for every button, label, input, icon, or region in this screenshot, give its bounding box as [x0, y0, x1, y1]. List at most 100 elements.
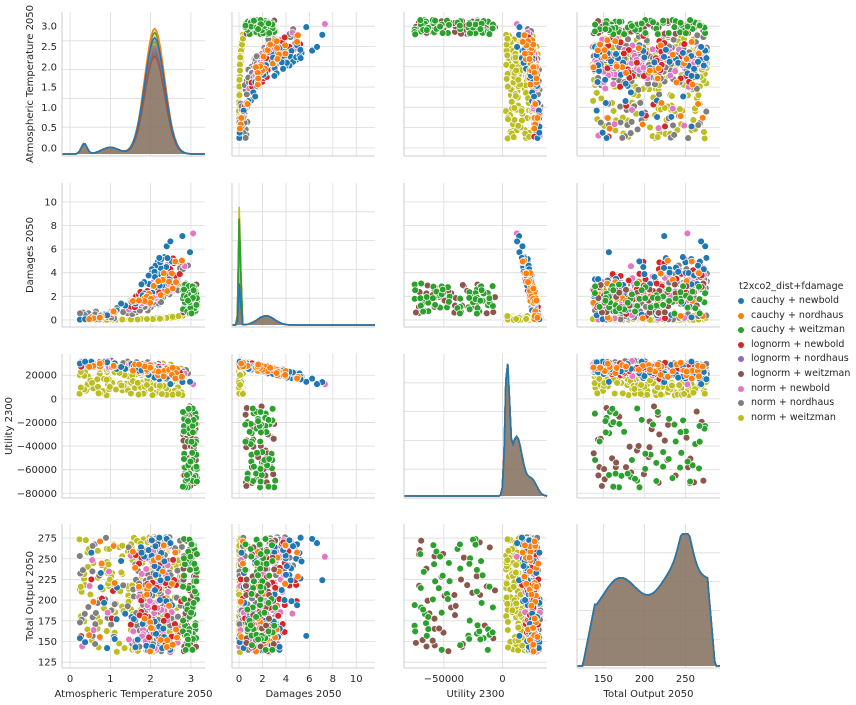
- scatter-point: [664, 285, 673, 294]
- scatter-point: [154, 277, 163, 285]
- scatter-point: [633, 125, 642, 134]
- scatter-point: [620, 49, 628, 58]
- scatter-point: [654, 124, 663, 132]
- y-tick-label: 0.5: [41, 123, 57, 134]
- scatter-point: [592, 106, 601, 115]
- y-tick-label: 8: [51, 221, 57, 232]
- scatter-point: [280, 33, 289, 42]
- scatter-point: [465, 305, 474, 314]
- scatter-point: [502, 61, 510, 69]
- scatter-point: [163, 254, 172, 262]
- scatter-point: [676, 19, 685, 27]
- scatter-point: [530, 124, 539, 133]
- y-tick-label: 2.0: [41, 62, 57, 73]
- scatter-point: [135, 360, 143, 369]
- panel-temp-vs-util: [403, 12, 547, 157]
- scatter-point: [241, 134, 250, 142]
- scatter-point: [235, 91, 244, 99]
- scatter-point: [621, 79, 630, 88]
- scatter-point: [628, 290, 636, 299]
- scatter-point: [697, 43, 705, 51]
- scatter-point: [653, 133, 662, 141]
- scatter-point: [281, 41, 289, 50]
- scatter-point: [596, 40, 604, 49]
- scatter-point: [621, 97, 630, 105]
- scatter-point: [664, 256, 672, 265]
- scatter-point: [143, 315, 151, 323]
- scatter-point: [189, 286, 198, 294]
- scatter-point: [266, 40, 274, 49]
- scatter-point: [604, 114, 612, 122]
- scatter-point: [650, 273, 659, 281]
- scatter-point: [416, 294, 425, 302]
- scatter-point: [665, 58, 674, 66]
- scatter-point: [485, 30, 494, 38]
- scatter-point: [178, 232, 187, 240]
- scatter-point: [615, 304, 624, 312]
- scatter-point: [654, 30, 662, 38]
- scatter-point: [514, 122, 523, 130]
- scatter-point: [416, 16, 425, 24]
- scatter-point: [700, 134, 709, 143]
- density-fill-4: [62, 51, 205, 154]
- scatter-point: [670, 131, 678, 139]
- scatter-point: [702, 107, 711, 116]
- scatter-point: [476, 25, 485, 33]
- panel-bg: [62, 12, 205, 156]
- scatter-point: [532, 296, 541, 305]
- scatter-point: [419, 307, 427, 316]
- scatter-point: [676, 312, 685, 320]
- scatter-point: [589, 97, 597, 105]
- y-tick-label: 2.5: [41, 42, 57, 53]
- scatter-point: [674, 268, 682, 276]
- scatter-point: [236, 124, 244, 133]
- scatter-point: [512, 315, 520, 323]
- scatter-point: [686, 294, 694, 302]
- scatter-point: [77, 383, 85, 392]
- scatter-point: [465, 294, 473, 302]
- scatter-point: [654, 309, 663, 317]
- scatter-point: [628, 22, 636, 30]
- scatter-point: [533, 313, 542, 322]
- scatter-point: [622, 286, 630, 294]
- scatter-point: [85, 315, 93, 323]
- scatter-point: [631, 307, 639, 316]
- scatter-point: [646, 66, 654, 75]
- scatter-point: [667, 113, 676, 121]
- scatter-point: [694, 100, 702, 108]
- scatter-point: [118, 315, 127, 324]
- scatter-point: [648, 45, 657, 54]
- scatter-point: [702, 254, 711, 262]
- scatter-point: [156, 314, 164, 323]
- scatter-point: [639, 63, 648, 72]
- scatter-point: [676, 112, 685, 120]
- scatter-point: [688, 80, 697, 89]
- scatter-point: [241, 21, 250, 30]
- scatter-point: [591, 27, 599, 36]
- scatter-point: [239, 34, 247, 43]
- scatter-point: [687, 72, 696, 80]
- scatter-point: [488, 282, 497, 290]
- scatter-point: [620, 30, 628, 38]
- scatter-point: [646, 303, 655, 312]
- scatter-point: [485, 294, 494, 303]
- scatter-point: [637, 286, 646, 294]
- scatter-point: [656, 269, 665, 278]
- scatter-point: [254, 25, 262, 33]
- scatter-point: [627, 262, 635, 270]
- scatter-point: [515, 23, 524, 31]
- scatter-point: [591, 289, 599, 297]
- scatter-point: [700, 61, 708, 70]
- scatter-point: [529, 284, 538, 293]
- scatter-point: [628, 106, 636, 114]
- scatter-point: [76, 309, 84, 318]
- scatter-point: [166, 237, 175, 246]
- density-line-0: [62, 36, 205, 155]
- scatter-point: [251, 92, 259, 101]
- scatter-point: [633, 279, 641, 288]
- scatter-point: [597, 118, 605, 127]
- scatter-point: [693, 31, 702, 40]
- scatter-point: [512, 66, 520, 75]
- scatter-point: [641, 294, 649, 302]
- scatter-point: [602, 99, 610, 107]
